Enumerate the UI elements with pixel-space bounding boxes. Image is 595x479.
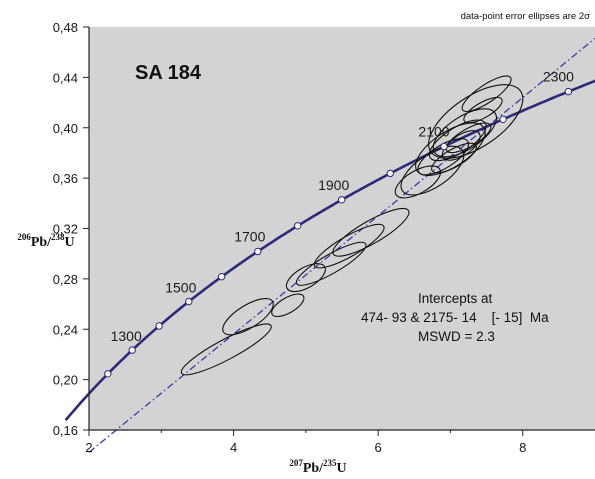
y-tick-label: 0,16 — [53, 423, 78, 438]
age-marker — [564, 87, 573, 96]
x-axis-title: 207Pb/235U — [289, 458, 346, 476]
tick-labels: 2 4 6 8 0,16 0,20 0,24 0,28 0,32 0,36 0,40 0,44 0,48 — [53, 20, 527, 455]
age-label: 2300 — [543, 69, 574, 85]
y-tick-label: 0,32 — [53, 222, 78, 237]
age-marker — [155, 322, 163, 330]
age-marker — [104, 370, 112, 378]
age-marker — [386, 169, 394, 178]
error-ellipse — [180, 323, 272, 376]
error-ellipse — [415, 122, 486, 176]
intercepts-line-3: MSWD = 2.3 — [418, 329, 495, 344]
y-tick-label: 0,20 — [53, 373, 78, 388]
concordia-age-markers — [104, 87, 573, 378]
x-tick-label: 4 — [230, 440, 237, 455]
age-marker — [338, 196, 346, 204]
y-tick-label: 0,28 — [53, 272, 78, 287]
plot-background — [89, 27, 595, 430]
age-marker — [185, 297, 193, 306]
error-ellipse — [445, 122, 492, 154]
y-tick-label: 0,40 — [53, 121, 78, 136]
x-tick-label: 2 — [85, 440, 92, 455]
error-ellipse — [222, 298, 274, 336]
error-ellipse — [463, 96, 503, 124]
age-label: 1500 — [165, 280, 196, 296]
age-label: 2100 — [418, 124, 449, 140]
intercepts-line-1: Intercepts at — [418, 291, 493, 306]
intercepts-line-2: 474- 93 & 2175- 14 [- 15] Ma — [361, 310, 549, 325]
y-tick-label: 0,48 — [53, 20, 78, 35]
age-marker — [294, 222, 302, 230]
error-ellipses — [180, 75, 524, 376]
age-marker — [440, 142, 448, 151]
error-ellipse — [295, 241, 367, 286]
age-label: 1300 — [111, 328, 142, 344]
age-marker — [499, 115, 507, 124]
age-marker — [128, 346, 136, 354]
y-axis-title: 206Pb/238U — [17, 232, 74, 250]
age-marker — [254, 247, 262, 256]
x-tick-label: 8 — [519, 440, 526, 455]
age-marker — [217, 273, 226, 281]
y-tick-label: 0,36 — [53, 171, 78, 186]
age-label: 1900 — [318, 177, 349, 193]
sample-label: SA 184 — [135, 62, 202, 84]
x-tick-label: 6 — [375, 440, 382, 455]
error-ellipse — [271, 293, 305, 318]
error-note: data-point error ellipses are 2σ — [461, 11, 591, 22]
error-ellipse — [417, 138, 469, 176]
error-ellipse — [432, 108, 498, 158]
error-ellipse — [428, 84, 524, 159]
y-tick-label: 0,24 — [53, 322, 78, 337]
error-ellipse — [332, 207, 410, 257]
error-ellipse — [394, 165, 442, 199]
concordia-age-labels: 1300 1500 1700 1900 2100 2300 — [111, 69, 575, 345]
y-tick-label: 0,44 — [53, 70, 78, 85]
age-label: 1700 — [234, 229, 265, 245]
error-ellipse — [461, 75, 512, 112]
